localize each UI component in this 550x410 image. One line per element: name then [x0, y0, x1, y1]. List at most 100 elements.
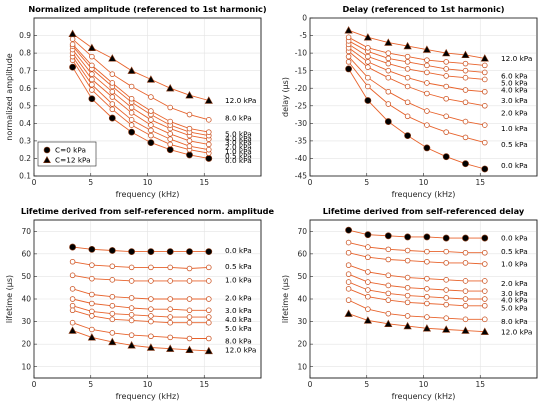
curve-label: 5.0 kPa — [501, 304, 528, 313]
data-point — [365, 269, 371, 275]
data-point — [404, 66, 411, 72]
data-point — [206, 264, 212, 271]
series-line — [72, 309, 209, 324]
data-point — [365, 83, 371, 90]
data-point — [186, 307, 193, 314]
data-point — [364, 231, 372, 239]
x-tick-label: 10 — [143, 380, 153, 389]
curve-label: 1.0 kPa — [501, 124, 528, 133]
y-tick-label: -35 — [295, 136, 307, 145]
y-tick-label: 50 — [297, 272, 307, 281]
data-point — [424, 286, 430, 292]
data-point — [482, 76, 488, 83]
data-point — [424, 122, 430, 128]
data-point — [69, 272, 76, 279]
data-point — [482, 296, 488, 302]
data-point — [482, 302, 488, 309]
data-point — [109, 94, 116, 100]
curve-label: 2.0 kPa — [501, 279, 528, 288]
data-point — [365, 53, 371, 60]
data-point — [345, 53, 352, 60]
data-point — [186, 143, 193, 149]
data-point — [385, 297, 392, 303]
y-tick-label: 20 — [21, 340, 31, 349]
curve-label: 4.0 kPa — [225, 315, 252, 324]
series-line — [72, 322, 209, 339]
legend-circle-marker — [43, 146, 51, 154]
y-tick-label: -25 — [295, 101, 307, 110]
y-tick-label: 10 — [21, 362, 31, 371]
series-line — [348, 242, 485, 254]
data-point — [480, 327, 489, 335]
data-point — [68, 29, 77, 37]
data-point — [205, 248, 213, 255]
data-point — [344, 309, 353, 317]
data-point — [69, 286, 76, 292]
data-point — [147, 139, 155, 147]
data-point — [365, 279, 371, 285]
data-point — [443, 277, 449, 283]
data-point — [186, 335, 193, 342]
curve-label: 12.0 kPa — [501, 327, 532, 336]
data-point — [109, 80, 116, 86]
series-line — [348, 313, 485, 333]
data-point — [128, 104, 135, 111]
data-point — [109, 106, 116, 113]
x-tick-label: 10 — [419, 380, 429, 389]
data-point — [109, 277, 116, 283]
data-point — [109, 293, 116, 300]
curve-label: 2.0 kPa — [225, 293, 252, 302]
data-point — [108, 247, 116, 254]
data-point — [482, 69, 488, 76]
data-point — [127, 341, 136, 349]
x-tick-label: 10 — [143, 178, 153, 187]
series-6-0-kPa — [345, 34, 488, 69]
x-tick-label: 15 — [199, 380, 209, 389]
data-point — [89, 76, 95, 83]
data-point — [167, 264, 173, 271]
data-point — [206, 335, 212, 342]
data-point — [461, 50, 470, 59]
data-point — [146, 75, 156, 83]
data-point — [127, 66, 136, 74]
data-point — [128, 278, 135, 284]
plot-border — [309, 219, 538, 379]
data-point — [462, 160, 469, 168]
data-point — [148, 264, 154, 271]
data-point — [68, 326, 77, 334]
data-point — [384, 38, 393, 46]
series-line — [72, 45, 209, 137]
y-tick-label: -15 — [295, 66, 307, 75]
data-point — [443, 248, 449, 255]
y-tick-label: 40 — [297, 295, 307, 304]
data-point — [109, 88, 116, 95]
series-1-0-kPa — [345, 249, 488, 267]
data-point — [462, 67, 469, 74]
data-point — [404, 83, 411, 90]
data-point — [128, 332, 135, 338]
data-point — [403, 321, 412, 330]
series-line — [72, 49, 209, 140]
series-4-0-kPa — [345, 279, 488, 302]
series-5-0-kPa — [69, 307, 212, 326]
data-point — [109, 101, 116, 107]
data-point — [186, 296, 193, 302]
data-point — [167, 104, 173, 111]
data-point — [88, 95, 96, 103]
data-point — [481, 234, 489, 242]
y-axis-label: lifetime (μs) — [281, 275, 290, 323]
y-tick-label: 50 — [21, 272, 31, 281]
data-point — [462, 99, 469, 106]
data-point — [345, 34, 352, 41]
data-point — [345, 286, 352, 292]
data-point — [443, 66, 449, 72]
data-point — [89, 275, 95, 282]
data-point — [128, 95, 135, 102]
data-point — [69, 296, 76, 302]
data-point — [148, 108, 154, 114]
series-5-0-kPa — [345, 286, 488, 309]
y-tick-label: 40 — [21, 295, 31, 304]
data-point — [462, 260, 469, 266]
data-point — [365, 254, 371, 261]
